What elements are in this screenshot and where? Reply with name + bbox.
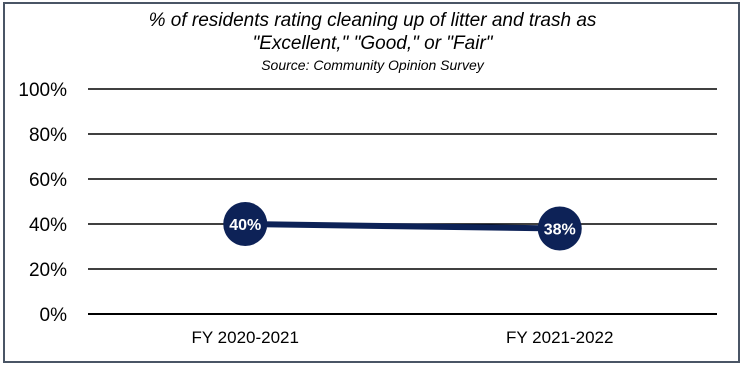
- y-tick-label: 100%: [18, 80, 67, 101]
- y-tick-label: 20%: [29, 260, 67, 281]
- y-tick-label: 0%: [40, 305, 68, 326]
- y-tick-label: 80%: [29, 125, 67, 146]
- chart-title-line-2: "Excellent," "Good," or "Fair": [252, 33, 493, 54]
- chart-subtitle: Source: Community Opinion Survey: [261, 57, 484, 73]
- x-category-label: FY 2020-2021: [192, 328, 299, 347]
- chart-title-line-1: % of residents rating cleaning up of lit…: [148, 10, 597, 31]
- data-point-marker: [537, 206, 582, 251]
- series-line: [245, 221, 560, 232]
- y-tick-label: 60%: [29, 170, 67, 191]
- chart-frame: [3, 2, 740, 363]
- y-tick-label: 40%: [29, 215, 67, 236]
- data-point-marker: [223, 202, 268, 246]
- data-label: 40%: [229, 217, 261, 234]
- x-category-label: FY 2021-2022: [506, 328, 613, 347]
- data-label: 38%: [544, 222, 576, 239]
